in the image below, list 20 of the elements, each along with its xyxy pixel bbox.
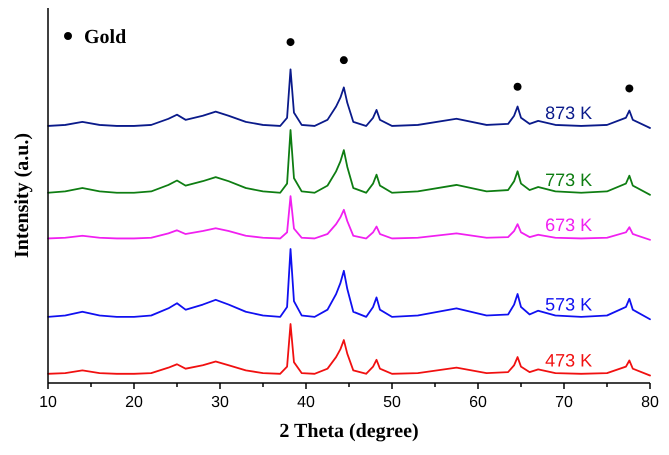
point xyxy=(340,56,348,64)
x-tick-label: 60 xyxy=(469,394,487,411)
x-tick-label: 20 xyxy=(125,394,143,411)
series-label: 673 K xyxy=(545,214,592,235)
y-axis-title: Intensity (a.u.) xyxy=(11,132,33,258)
x-tick-label: 40 xyxy=(297,394,315,411)
x-tick-label: 50 xyxy=(383,394,401,411)
point xyxy=(286,38,295,46)
series-label: 573 K xyxy=(545,294,592,314)
legend-label: Gold xyxy=(84,26,126,48)
series-label: 873 K xyxy=(545,103,592,123)
x-axis-title: 2 Theta (degree) xyxy=(279,420,419,442)
x-tick-label: 70 xyxy=(555,394,573,411)
point xyxy=(625,84,634,92)
x-tick-label: 10 xyxy=(39,394,57,411)
x-tick-label: 80 xyxy=(641,394,659,411)
series-label: 773 K xyxy=(545,170,592,190)
point xyxy=(514,82,522,91)
series-label: 473 K xyxy=(545,350,592,370)
x-tick-label: 30 xyxy=(211,394,229,411)
